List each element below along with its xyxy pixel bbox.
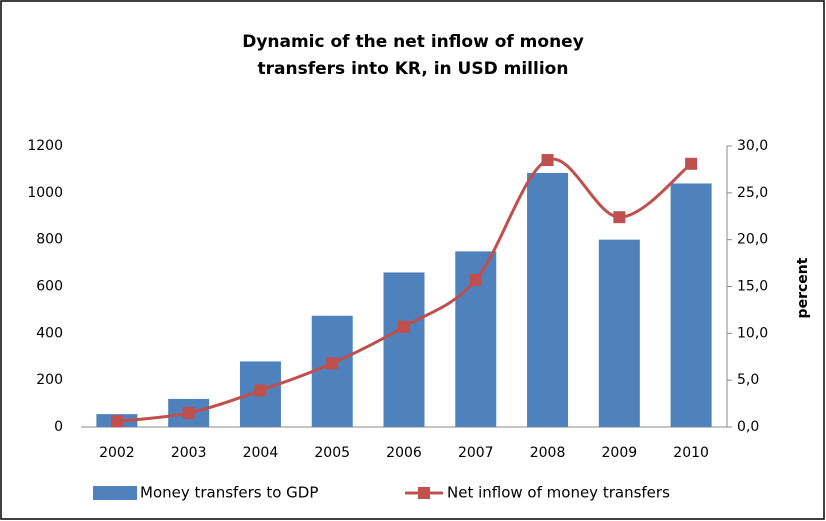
line-marker xyxy=(685,157,698,170)
y-tick-label: 1000 xyxy=(27,185,63,201)
y2-tick-label: 15,0 xyxy=(737,279,768,295)
y-tick-label: 800 xyxy=(36,232,63,248)
y2-tick-label: 20,0 xyxy=(737,232,768,248)
legend-label: Net inflow of money transfers xyxy=(447,484,670,502)
bar xyxy=(527,172,569,427)
x-tick-label: 2006 xyxy=(386,445,422,461)
chart-title: transfers into KR, in USD million xyxy=(258,59,569,79)
x-tick-label: 2009 xyxy=(602,445,638,461)
line-marker xyxy=(398,320,410,333)
line-marker xyxy=(613,211,626,224)
x-tick-label: 2004 xyxy=(243,445,279,461)
y-tick-label: 400 xyxy=(36,325,63,341)
y2-tick-label: 10,0 xyxy=(737,325,768,341)
bar xyxy=(311,315,353,427)
x-tick-label: 2005 xyxy=(314,445,350,461)
line-marker xyxy=(182,406,195,419)
y2-tick-label: 25,0 xyxy=(737,185,768,201)
y2-tick-label: 5,0 xyxy=(737,372,759,388)
line-marker xyxy=(254,384,267,397)
bar xyxy=(598,239,640,427)
x-tick-label: 2010 xyxy=(673,445,709,461)
y-tick-label: 200 xyxy=(36,372,63,388)
legend-label: Money transfers to GDP xyxy=(140,484,318,502)
y2-tick-label: 30,0 xyxy=(737,138,768,154)
legend-swatch xyxy=(93,486,137,500)
legend-swatch xyxy=(418,487,430,499)
y2-tick-label: 0,0 xyxy=(737,419,759,435)
x-tick-label: 2008 xyxy=(530,445,566,461)
bar xyxy=(383,272,425,427)
line-marker xyxy=(541,154,554,167)
y2-axis-label: percent xyxy=(795,257,811,318)
line-marker xyxy=(110,415,123,428)
line xyxy=(116,157,693,423)
line-marker xyxy=(469,273,482,286)
x-tick-label: 2007 xyxy=(458,445,494,461)
line-marker xyxy=(326,357,339,370)
y-tick-label: 600 xyxy=(36,279,63,295)
x-tick-label: 2002 xyxy=(99,445,135,461)
y-tick-label: 1200 xyxy=(27,138,63,154)
chart-title: Dynamic of the net inflow of money xyxy=(242,32,584,52)
bar xyxy=(670,183,712,427)
y-tick-label: 0 xyxy=(54,419,63,435)
x-tick-label: 2003 xyxy=(171,445,207,461)
